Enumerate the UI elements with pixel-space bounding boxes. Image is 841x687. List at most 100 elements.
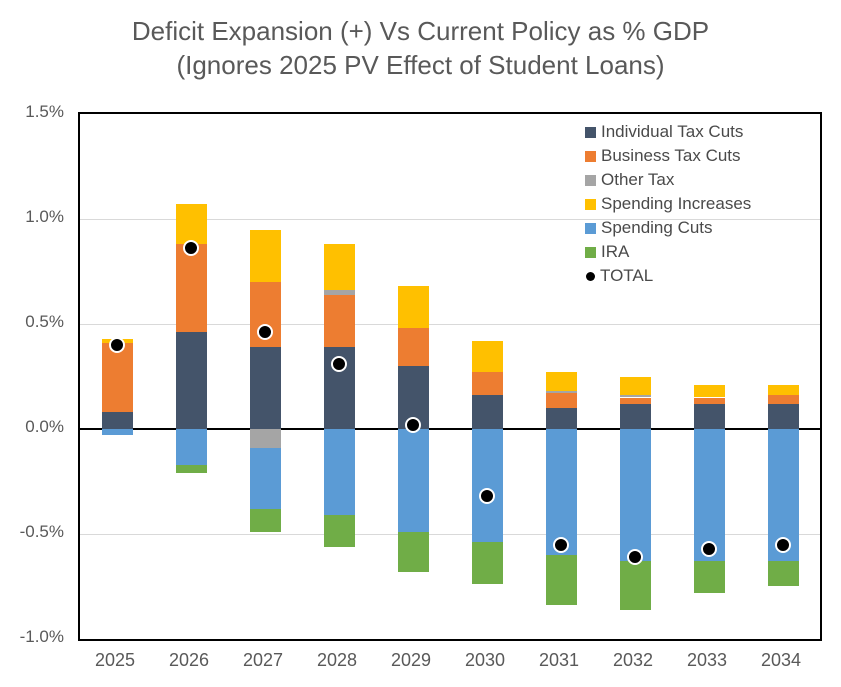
total-dot-2032 <box>627 549 643 566</box>
legend-label-other-tax: Other Tax <box>601 170 675 189</box>
x-tick-label-2029: 2029 <box>390 650 432 670</box>
total-dot-2029 <box>405 416 421 433</box>
y-tick-label--0.5%: -0.5% <box>19 522 64 541</box>
bar-segment-individual-tax-cuts-2031 <box>545 408 577 429</box>
bar-segment-individual-tax-cuts-2026 <box>175 332 207 429</box>
bar-segment-individual-tax-cuts-2027 <box>249 347 281 429</box>
total-dot-2033 <box>701 540 717 557</box>
y-tick-label-1.5%: 1.5% <box>25 102 64 121</box>
bar-segment-spending-increases-2028 <box>323 244 355 291</box>
legend-swatch-individual-tax-cuts-icon <box>585 126 596 138</box>
legend-item-spending-cuts: Spending Cuts <box>585 216 751 240</box>
bar-segment-spending-increases-2032 <box>619 376 651 396</box>
bar-segment-spending-increases-2031 <box>545 372 577 392</box>
bar-segment-business-tax-cuts-2033 <box>693 397 725 404</box>
total-dot-2026 <box>183 240 199 257</box>
x-tick-label-2034: 2034 <box>760 650 802 670</box>
bar-segment-other-tax-2028 <box>323 290 355 295</box>
legend-item-business-tax-cuts: Business Tax Cuts <box>585 144 751 168</box>
plot-area: Individual Tax Cuts Business Tax Cuts Othe… <box>78 112 822 641</box>
legend-swatch-other-tax-icon <box>585 174 596 186</box>
gridline-0.5% <box>80 324 820 325</box>
legend-item-individual-tax-cuts: Individual Tax Cuts <box>585 120 751 144</box>
bar-segment-spending-cuts-2031 <box>545 429 577 555</box>
bar-segment-spending-cuts-2025 <box>101 429 133 436</box>
chart-title-line1: Deficit Expansion (+) Vs Current Policy … <box>131 16 710 46</box>
legend-item-other-tax: Other Tax <box>585 168 751 192</box>
legend-label-spending-increases: Spending Increases <box>601 194 752 213</box>
x-tick-label-2031: 2031 <box>538 650 580 670</box>
bar-segment-ira-2034 <box>767 561 799 587</box>
bar-segment-spending-cuts-2028 <box>323 429 355 516</box>
bar-segment-ira-2027 <box>249 508 281 532</box>
legend-swatch-business-tax-cuts-icon <box>585 150 596 162</box>
bar-segment-other-tax-2027 <box>249 429 281 448</box>
bar-segment-business-tax-cuts-2028 <box>323 294 355 348</box>
x-tick-label-2027: 2027 <box>242 650 284 670</box>
total-dot-2034 <box>775 536 791 553</box>
y-tick-label-0.0%: 0.0% <box>25 417 64 436</box>
bar-segment-ira-2030 <box>471 542 503 585</box>
legend-label-ira: IRA <box>601 242 630 261</box>
total-dot-2025 <box>109 337 125 353</box>
legend-swatch-spending-increases-icon <box>585 198 596 210</box>
bar-segment-other-tax-2031 <box>545 391 577 394</box>
bar-segment-individual-tax-cuts-2032 <box>619 403 651 429</box>
bar-segment-business-tax-cuts-2029 <box>397 328 429 366</box>
legend-item-total: TOTAL <box>585 264 751 288</box>
zero-line <box>80 428 820 430</box>
total-dot-2028 <box>331 355 347 372</box>
chart-title-line2: (Ignores 2025 PV Effect of Student Loans… <box>176 50 665 80</box>
x-tick-label-2032: 2032 <box>612 650 654 670</box>
legend-label-spending-cuts: Spending Cuts <box>601 218 713 237</box>
bar-segment-ira-2031 <box>545 555 577 606</box>
bar-segment-individual-tax-cuts-2034 <box>767 403 799 429</box>
legend-item-ira: IRA <box>585 240 751 264</box>
bar-segment-spending-increases-2033 <box>693 384 725 398</box>
x-tick-label-2026: 2026 <box>168 650 210 670</box>
legend-label-total: TOTAL <box>600 266 654 285</box>
bar-segment-individual-tax-cuts-2033 <box>693 403 725 429</box>
bar-segment-ira-2028 <box>323 515 355 547</box>
x-tick-label-2030: 2030 <box>464 650 506 670</box>
bar-segment-spending-cuts-2032 <box>619 429 651 562</box>
bar-segment-spending-cuts-2030 <box>471 429 503 543</box>
bar-segment-individual-tax-cuts-2025 <box>101 412 133 429</box>
bar-segment-ira-2033 <box>693 561 725 593</box>
y-tick-label--1.0%: -1.0% <box>19 627 64 646</box>
bar-segment-spending-increases-2027 <box>249 229 281 282</box>
y-tick-label-0.5%: 0.5% <box>25 312 64 331</box>
bar-segment-spending-increases-2030 <box>471 340 503 373</box>
bar-segment-spending-cuts-2026 <box>175 429 207 465</box>
bar-segment-business-tax-cuts-2032 <box>619 397 651 404</box>
legend-swatch-ira-icon <box>585 246 596 258</box>
bar-segment-other-tax-2032 <box>619 395 651 398</box>
bar-segment-spending-increases-2029 <box>397 286 429 329</box>
bar-segment-ira-2032 <box>619 561 651 610</box>
bar-segment-spending-increases-2026 <box>175 204 207 245</box>
legend-label-business-tax-cuts: Business Tax Cuts <box>601 146 741 165</box>
bar-segment-spending-increases-2034 <box>767 384 799 396</box>
total-dot-2031 <box>553 536 569 553</box>
total-dot-2027 <box>257 324 273 341</box>
bar-segment-individual-tax-cuts-2030 <box>471 395 503 429</box>
legend-swatch-total-icon <box>586 271 595 281</box>
bar-segment-business-tax-cuts-2034 <box>767 395 799 404</box>
bar-segment-ira-2029 <box>397 531 429 572</box>
y-tick-label-1.0%: 1.0% <box>25 207 64 226</box>
bar-segment-business-tax-cuts-2031 <box>545 393 577 408</box>
bar-segment-spending-cuts-2027 <box>249 447 281 509</box>
bar-segment-ira-2026 <box>175 464 207 474</box>
legend-swatch-spending-cuts-icon <box>585 222 596 234</box>
legend: Individual Tax Cuts Business Tax Cuts Othe… <box>585 120 751 288</box>
bar-segment-spending-cuts-2033 <box>693 429 725 562</box>
total-dot-2030 <box>479 488 495 505</box>
chart-title: Deficit Expansion (+) Vs Current Policy … <box>0 14 841 82</box>
legend-label-individual-tax-cuts: Individual Tax Cuts <box>601 122 744 141</box>
x-tick-label-2025: 2025 <box>94 650 136 670</box>
bar-segment-spending-cuts-2029 <box>397 429 429 532</box>
gridline-1.0% <box>80 219 820 220</box>
x-tick-label-2033: 2033 <box>686 650 728 670</box>
gridline--0.5% <box>80 534 820 535</box>
